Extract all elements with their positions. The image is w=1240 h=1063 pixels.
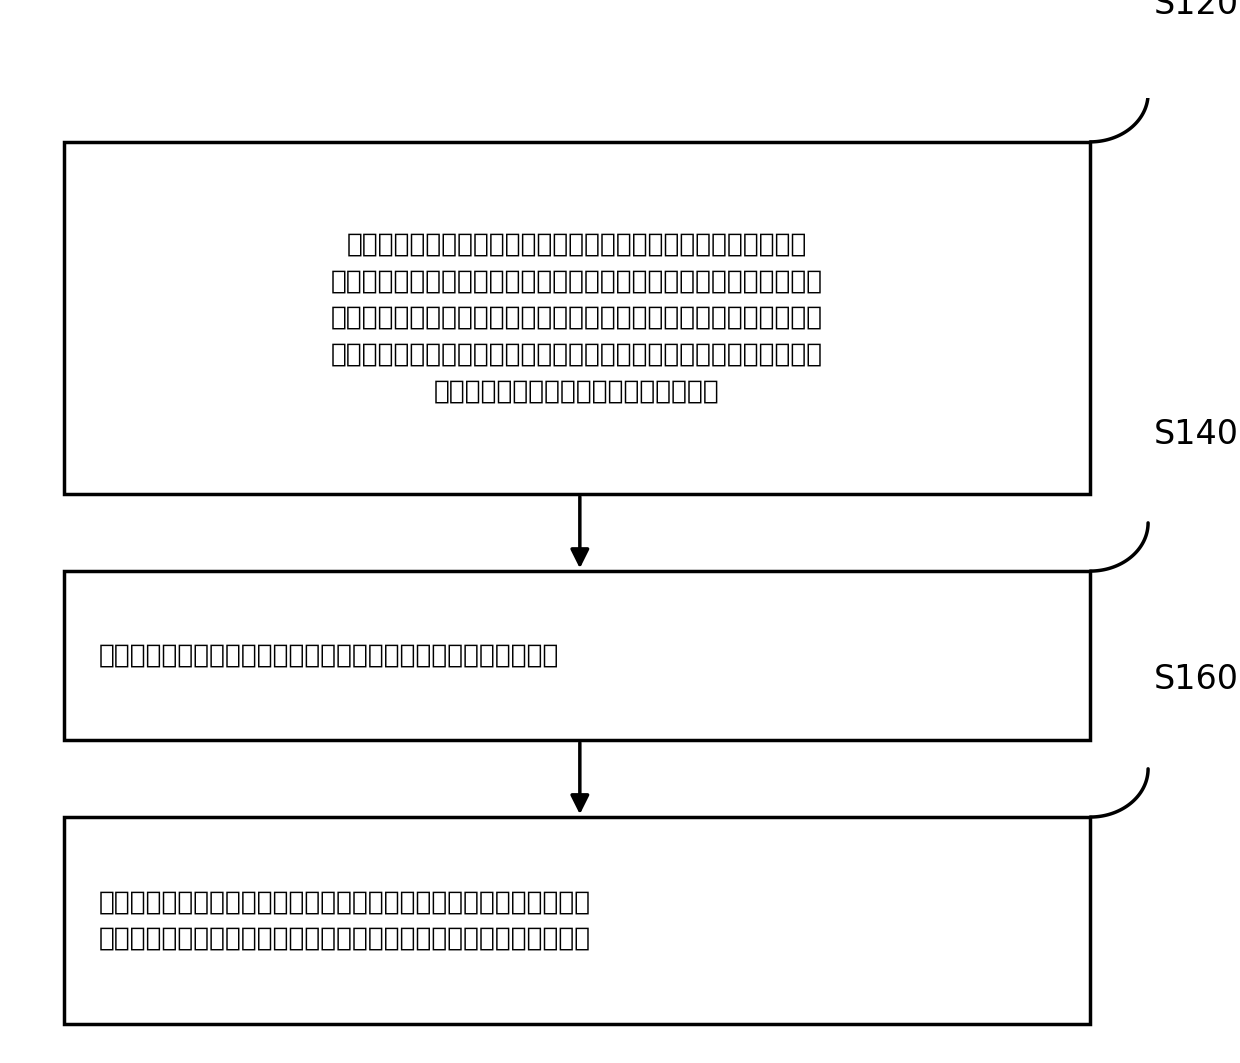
FancyBboxPatch shape bbox=[63, 141, 1090, 494]
Text: 的有机光致异构化分子，所述有机光致异构化分子在第一波长范围的紫: 的有机光致异构化分子，所述有机光致异构化分子在第一波长范围的紫 bbox=[331, 268, 823, 294]
FancyBboxPatch shape bbox=[63, 571, 1090, 740]
Text: 处于所述第二结构时具有不同的摩擦系数: 处于所述第二结构时具有不同的摩擦系数 bbox=[434, 378, 719, 404]
Text: S160: S160 bbox=[1154, 663, 1239, 696]
Text: 外光照射下能够转变为第一结构，在第二波长范围的可见光照射下能够: 外光照射下能够转变为第一结构，在第二波长范围的可见光照射下能够 bbox=[331, 305, 823, 331]
Text: 转变为第二结构，所述有机光致异构化分子在分别处于所述第一结构与: 转变为第二结构，所述有机光致异构化分子在分别处于所述第一结构与 bbox=[331, 341, 823, 368]
FancyBboxPatch shape bbox=[63, 817, 1090, 1025]
Text: 提供有机光致异构化分子溶液，包括有机溶剂和溶解于所述溶剂中: 提供有机光致异构化分子溶液，包括有机溶剂和溶解于所述溶剂中 bbox=[347, 232, 807, 257]
Text: S120: S120 bbox=[1154, 0, 1239, 21]
Text: 静置至将所述有机光致异构化分子溶液中的所述溶剂挥发，使所述有机: 静置至将所述有机光致异构化分子溶液中的所述溶剂挥发，使所述有机 bbox=[98, 890, 590, 915]
Text: 将所述有机光致异构化分子溶液滴加至高定向热解石墨基底的表面: 将所述有机光致异构化分子溶液滴加至高定向热解石墨基底的表面 bbox=[98, 642, 559, 669]
Text: 光致异构化分子溶液在所述高定向热解石墨基底上自组装形成自组装膜: 光致异构化分子溶液在所述高定向热解石墨基底上自组装形成自组装膜 bbox=[98, 926, 590, 952]
Text: S140: S140 bbox=[1154, 418, 1239, 451]
